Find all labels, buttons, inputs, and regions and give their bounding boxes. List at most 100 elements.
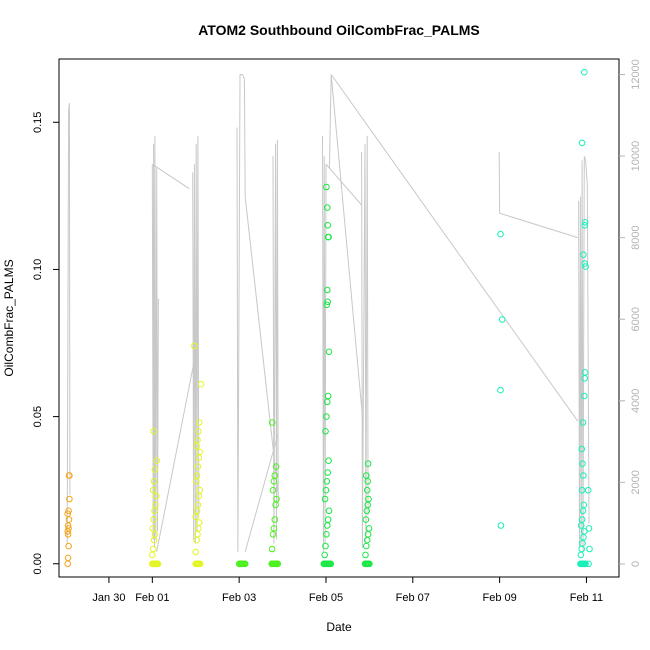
data-point bbox=[581, 222, 589, 229]
data-point bbox=[268, 545, 276, 553]
data-point bbox=[324, 222, 332, 229]
altitude-line-segment bbox=[325, 163, 362, 206]
x-tick-label: Jan 30 bbox=[92, 592, 125, 604]
data-point bbox=[66, 495, 73, 503]
chart-title: ATOM2 Southbound OilCombFrac_PALMS bbox=[198, 22, 480, 38]
x-tick-label: Feb 07 bbox=[396, 592, 430, 604]
data-point bbox=[325, 233, 332, 241]
altitude-lines bbox=[66, 74, 590, 552]
data-point bbox=[191, 342, 198, 350]
data-point bbox=[497, 522, 505, 529]
y2-tick-label: 0 bbox=[630, 561, 642, 567]
data-point bbox=[64, 510, 71, 518]
data-point bbox=[271, 516, 279, 523]
data-point bbox=[195, 419, 203, 426]
altitude-line-segment bbox=[578, 155, 590, 552]
data-point bbox=[153, 457, 160, 465]
data-point bbox=[498, 316, 506, 323]
altitude-line-segment bbox=[152, 163, 190, 190]
data-point bbox=[268, 419, 276, 426]
data-point bbox=[585, 560, 592, 568]
data-point bbox=[323, 531, 330, 538]
data-point bbox=[324, 204, 331, 211]
data-point bbox=[192, 513, 199, 521]
data-point bbox=[363, 472, 370, 479]
data-point bbox=[579, 460, 586, 468]
data-point bbox=[152, 560, 160, 568]
data-point bbox=[497, 386, 504, 394]
altitude-line-segment bbox=[498, 151, 578, 239]
data-point bbox=[195, 519, 203, 526]
y2-tick-label: 2000 bbox=[630, 470, 642, 494]
data-point bbox=[321, 551, 329, 559]
data-point bbox=[586, 545, 593, 553]
data-point bbox=[150, 428, 157, 435]
data-point bbox=[581, 392, 588, 400]
data-point bbox=[363, 486, 371, 494]
data-point bbox=[154, 560, 162, 568]
data-point bbox=[325, 457, 332, 465]
data-point bbox=[582, 560, 589, 568]
y2-tick-label: 8000 bbox=[630, 225, 642, 249]
data-point bbox=[152, 492, 160, 500]
y-axis: 0.00 0.05 0.10 0.15 bbox=[32, 112, 59, 574]
data-point bbox=[578, 486, 586, 494]
data-point bbox=[578, 516, 586, 523]
data-point bbox=[151, 531, 159, 538]
data-point bbox=[578, 139, 586, 147]
data-point bbox=[584, 486, 592, 494]
x-tick-label: Feb 01 bbox=[135, 592, 169, 604]
altitude-line-segment bbox=[330, 74, 579, 422]
data-point bbox=[150, 516, 157, 523]
data-point bbox=[149, 525, 157, 532]
data-point bbox=[272, 463, 280, 470]
y2-axis: 0 2000 4000 6000 8000 10000 12000 bbox=[619, 59, 642, 567]
altitude-line-segment bbox=[244, 433, 279, 552]
x-tick-label: Feb 05 bbox=[309, 592, 343, 604]
data-point bbox=[580, 472, 587, 479]
data-point bbox=[582, 263, 589, 270]
data-point bbox=[271, 472, 279, 479]
y-tick-label: 0.15 bbox=[32, 112, 44, 133]
data-point bbox=[274, 560, 282, 568]
data-point bbox=[581, 219, 589, 226]
data-point bbox=[196, 486, 203, 494]
altitude-line-segment bbox=[151, 135, 159, 548]
data-point bbox=[324, 469, 332, 476]
data-point bbox=[241, 560, 249, 568]
data-point bbox=[581, 528, 588, 535]
data-point bbox=[65, 516, 73, 523]
data-point bbox=[365, 525, 373, 532]
data-point bbox=[323, 478, 331, 485]
y2-tick-label: 10000 bbox=[630, 141, 642, 172]
data-point bbox=[323, 413, 330, 420]
data-point bbox=[362, 551, 369, 559]
data-point bbox=[364, 478, 372, 485]
data-point bbox=[194, 436, 201, 444]
data-point bbox=[325, 348, 333, 356]
data-point bbox=[65, 542, 72, 550]
data-point bbox=[323, 183, 330, 191]
data-point bbox=[581, 369, 589, 376]
data-point bbox=[324, 392, 332, 400]
data-point bbox=[273, 495, 280, 503]
x-tick-label: Feb 11 bbox=[570, 592, 603, 604]
data-point bbox=[365, 495, 372, 503]
data-point bbox=[581, 68, 588, 76]
data-point bbox=[322, 486, 330, 494]
data-point bbox=[321, 495, 329, 503]
data-point bbox=[327, 560, 335, 568]
data-point bbox=[323, 301, 331, 309]
data-point bbox=[579, 419, 587, 426]
y-tick-label: 0.10 bbox=[32, 259, 44, 280]
data-point bbox=[324, 298, 332, 306]
y-tick-label: 0.05 bbox=[32, 406, 44, 427]
data-point bbox=[269, 486, 277, 494]
data-point bbox=[322, 428, 329, 435]
y-axis-label: OilCombFrac_PALMS bbox=[2, 259, 16, 376]
data-point bbox=[270, 525, 278, 532]
y2-tick-label: 6000 bbox=[630, 307, 642, 331]
data-points bbox=[64, 68, 593, 568]
data-point bbox=[196, 560, 204, 568]
